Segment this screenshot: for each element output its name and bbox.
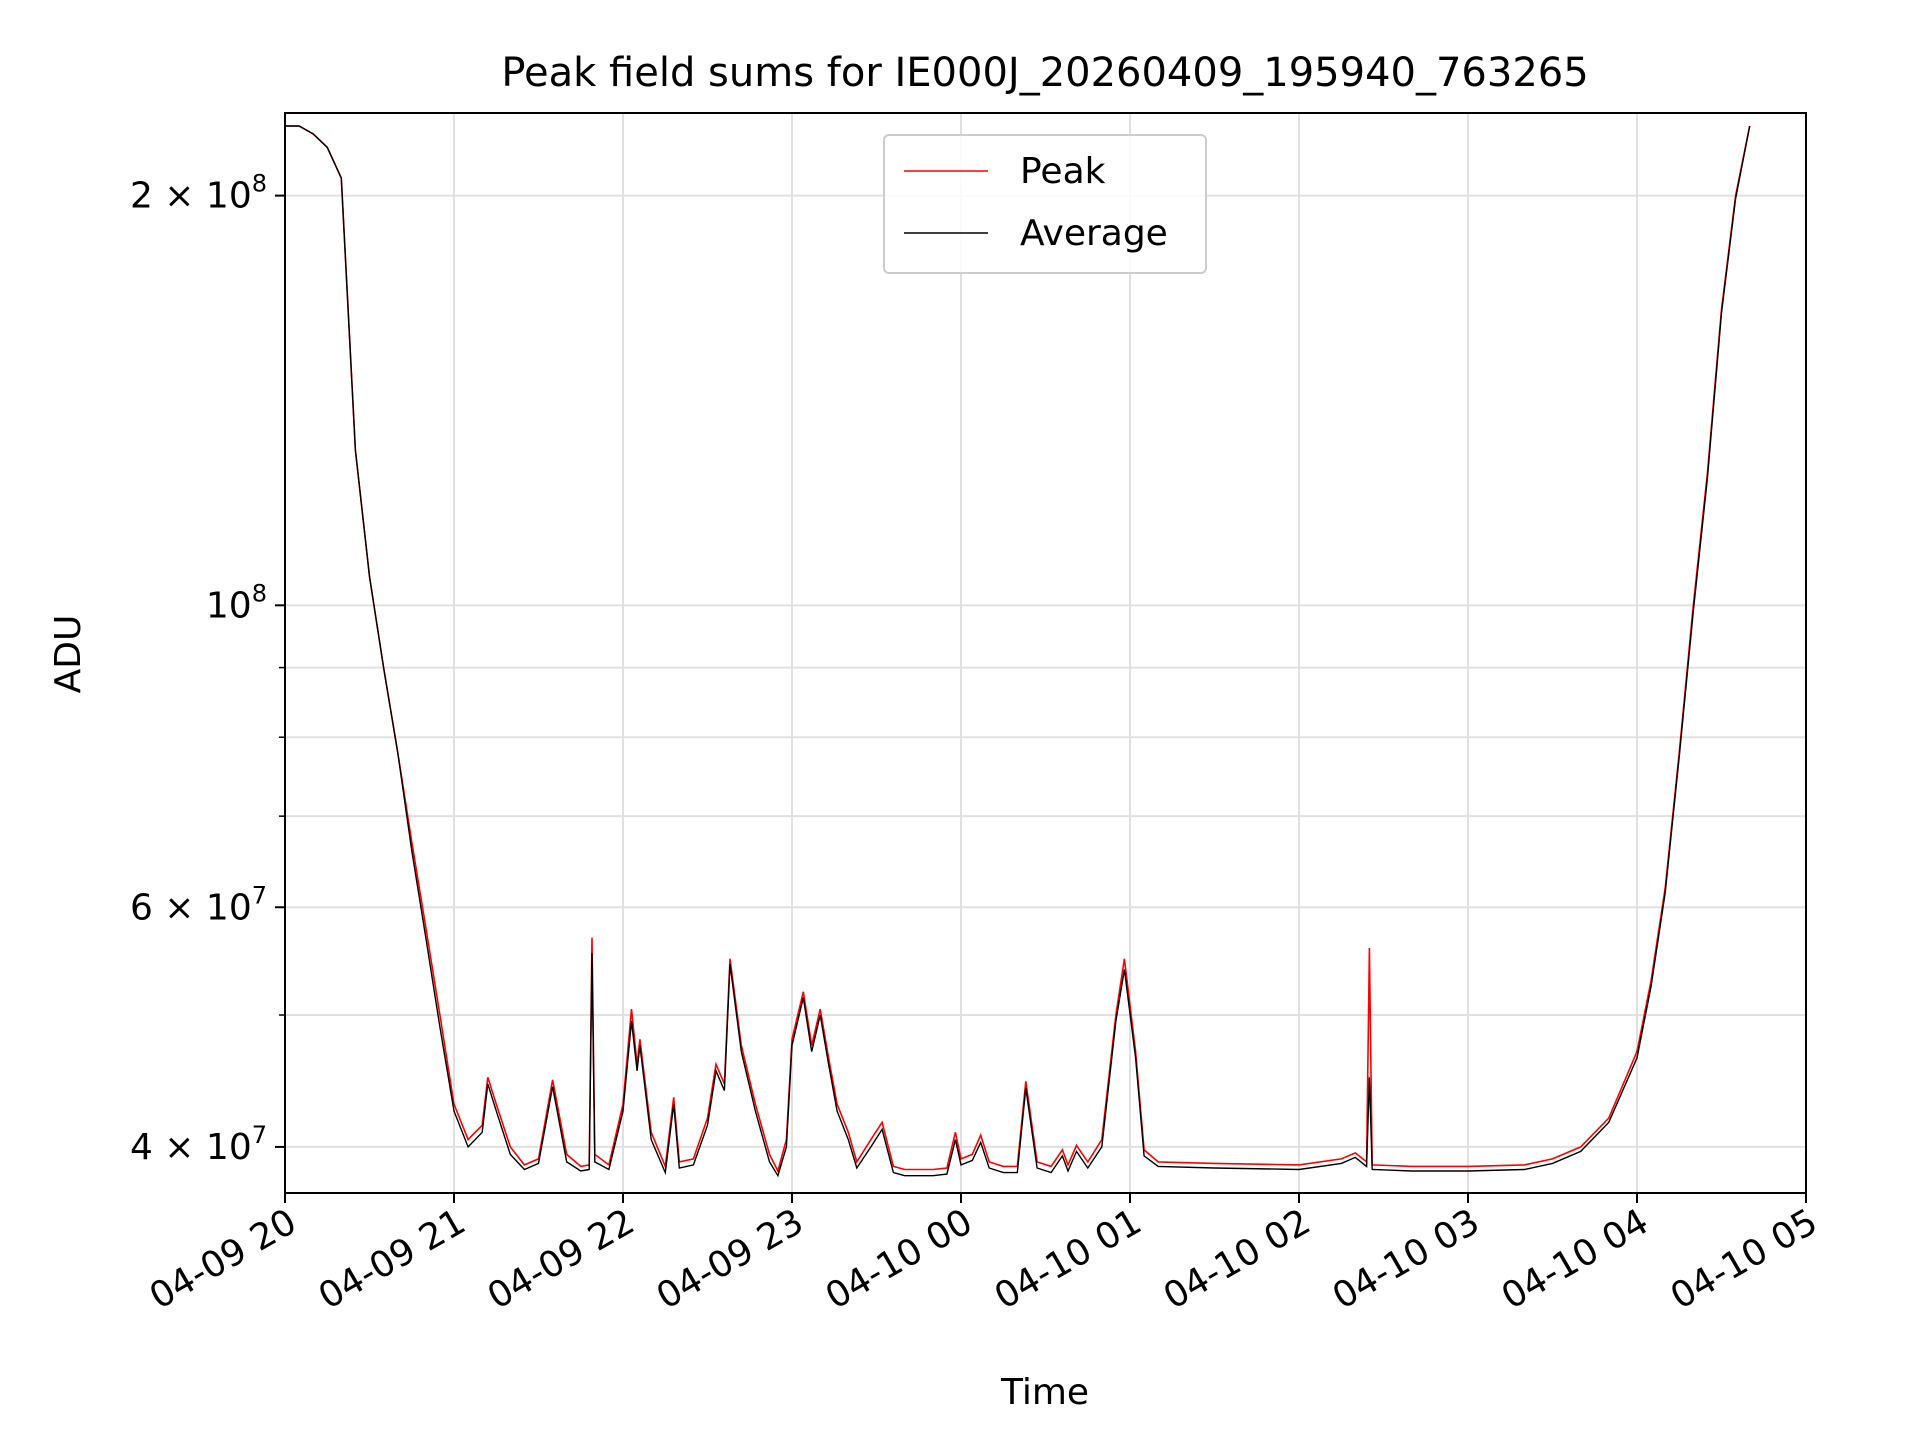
y-tick-label: 6 × 107 <box>130 881 267 928</box>
legend-label-peak: Peak <box>1020 151 1106 192</box>
legend: Peak Average <box>883 134 1207 274</box>
legend-box <box>883 134 1207 274</box>
y-axis-label: ADU <box>48 615 89 694</box>
plot-area-frame <box>284 112 1807 1194</box>
plot-lines <box>285 125 1751 1178</box>
series-line-peak <box>285 125 1751 1174</box>
legend-label-average: Average <box>1020 213 1168 254</box>
y-tick-label: 108 <box>206 579 267 626</box>
y-tick-label: 4 × 107 <box>130 1121 267 1168</box>
chart-title: Peak field sums for IE000J_20260409_1959… <box>501 50 1588 96</box>
series-line-average <box>285 125 1751 1178</box>
x-axis-label: Time <box>1000 1372 1089 1413</box>
y-tick-label: 2 × 108 <box>130 170 267 217</box>
